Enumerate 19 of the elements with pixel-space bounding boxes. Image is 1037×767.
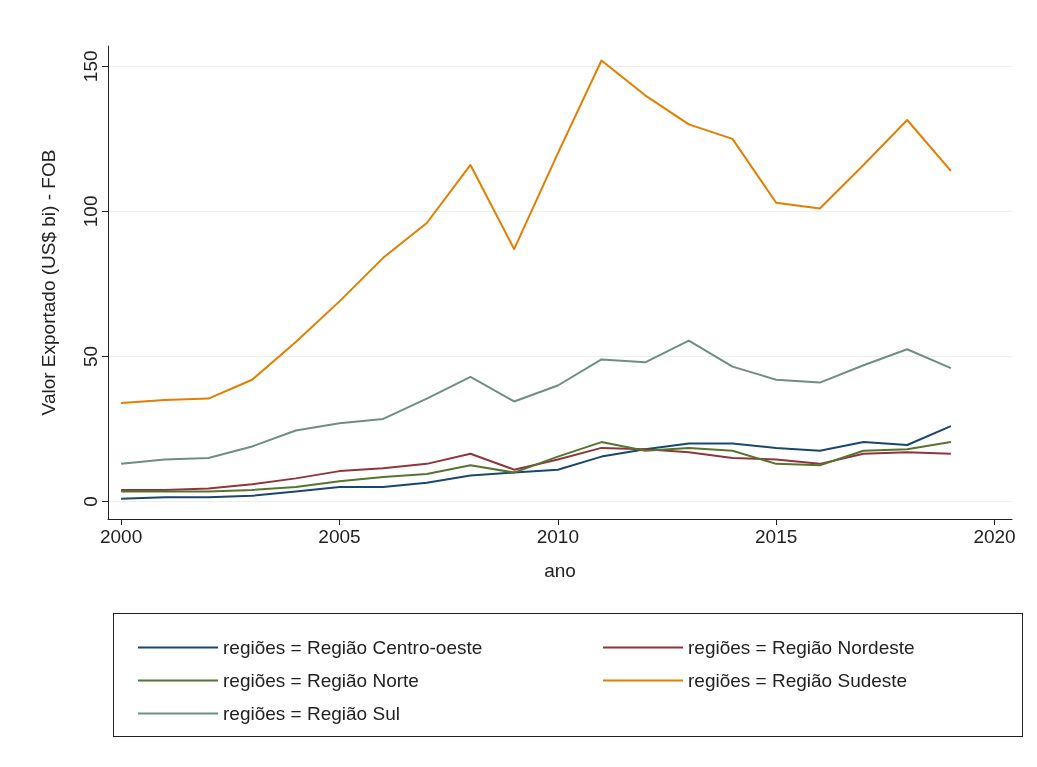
line-series bbox=[120, 59, 952, 404]
y-tick-label: 100 bbox=[80, 195, 101, 228]
legend-label: regiões = Região Sudeste bbox=[688, 670, 908, 691]
legend-label: regiões = Região Norte bbox=[223, 670, 419, 691]
legend-label: regiões = Região Nordeste bbox=[688, 637, 915, 658]
y-tick-label: 50 bbox=[80, 345, 101, 368]
x-axis-title: ano bbox=[544, 560, 576, 581]
line-series bbox=[120, 425, 952, 500]
x-tick-label: 2005 bbox=[318, 526, 361, 547]
x-tick-label: 2020 bbox=[973, 526, 1016, 547]
x-tick-label: 2015 bbox=[755, 526, 798, 547]
x-tick-label: 2010 bbox=[536, 526, 579, 547]
y-tick-label: 150 bbox=[80, 50, 101, 83]
x-tick-label: 2000 bbox=[99, 526, 143, 547]
y-axis-title: Valor Exportado (US$ bi) - FOB bbox=[38, 149, 59, 416]
line-series bbox=[120, 339, 952, 465]
legend-label: regiões = Região Sul bbox=[223, 703, 400, 724]
y-tick-label: 0 bbox=[80, 496, 101, 507]
legend-label: regiões = Região Centro-oeste bbox=[223, 637, 483, 658]
